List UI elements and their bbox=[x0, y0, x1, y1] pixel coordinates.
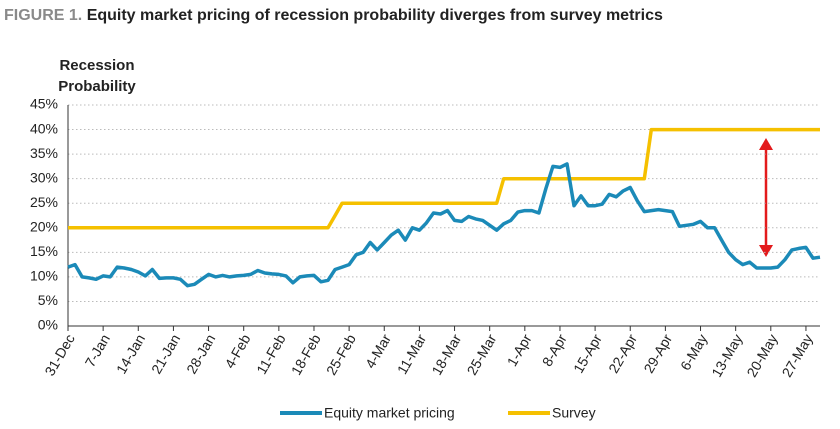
x-tick-label: 14-Jan bbox=[113, 331, 148, 376]
y-tick-label: 25% bbox=[30, 194, 58, 210]
title-text: Equity market pricing of recession proba… bbox=[87, 7, 663, 24]
series-line bbox=[68, 127, 820, 230]
x-tick-label: 18-Feb bbox=[288, 331, 324, 378]
x-tick-label: 25-Mar bbox=[463, 331, 499, 378]
x-tick-label: 27-May bbox=[779, 331, 816, 379]
y-tick-label: 15% bbox=[30, 243, 58, 259]
x-tick-label: 13-May bbox=[708, 331, 745, 379]
series-line bbox=[67, 162, 821, 288]
x-tick-label: 31-Dec bbox=[41, 331, 77, 378]
x-tick-label: 18-Mar bbox=[428, 331, 464, 378]
legend-label: Survey bbox=[552, 405, 596, 421]
x-tick-label: 4-Feb bbox=[221, 331, 253, 371]
y-axis-label: Probability bbox=[58, 78, 136, 95]
red-arrow bbox=[759, 138, 773, 257]
y-tick-label: 5% bbox=[38, 292, 58, 308]
x-tick-label: 11-Mar bbox=[394, 331, 430, 377]
y-tick-label: 20% bbox=[30, 218, 58, 234]
legend-label: Equity market pricing bbox=[324, 405, 455, 421]
y-tick-label: 30% bbox=[30, 169, 58, 185]
y-axis-label: Recession bbox=[59, 57, 134, 74]
x-tick-label: 6-May bbox=[677, 331, 710, 373]
x-tick-label: 1-Apr bbox=[504, 331, 535, 369]
x-tick-label: 15-Apr bbox=[570, 331, 605, 376]
y-tick-label: 45% bbox=[30, 96, 58, 112]
x-tick-label: 25-Feb bbox=[323, 331, 359, 378]
y-tick-label: 35% bbox=[30, 145, 58, 161]
x-tick-label: 28-Jan bbox=[183, 331, 218, 376]
figure-label: FIGURE 1. bbox=[4, 7, 82, 24]
x-tick-label: 22-Apr bbox=[605, 331, 640, 376]
x-tick-label: 4-Mar bbox=[362, 331, 394, 371]
chart-title: FIGURE 1. Equity market pricing of reces… bbox=[4, 7, 663, 24]
x-tick-label: 21-Jan bbox=[148, 331, 183, 376]
x-tick-label: 11-Feb bbox=[253, 331, 289, 377]
x-tick-label: 7-Jan bbox=[82, 331, 113, 369]
y-tick-label: 10% bbox=[30, 268, 58, 284]
y-tick-label: 0% bbox=[38, 317, 58, 333]
x-tick-label: 29-Apr bbox=[640, 331, 675, 376]
x-tick-label: 8-Apr bbox=[539, 331, 570, 369]
y-tick-label: 40% bbox=[30, 120, 58, 136]
x-tick-label: 20-May bbox=[743, 331, 780, 379]
